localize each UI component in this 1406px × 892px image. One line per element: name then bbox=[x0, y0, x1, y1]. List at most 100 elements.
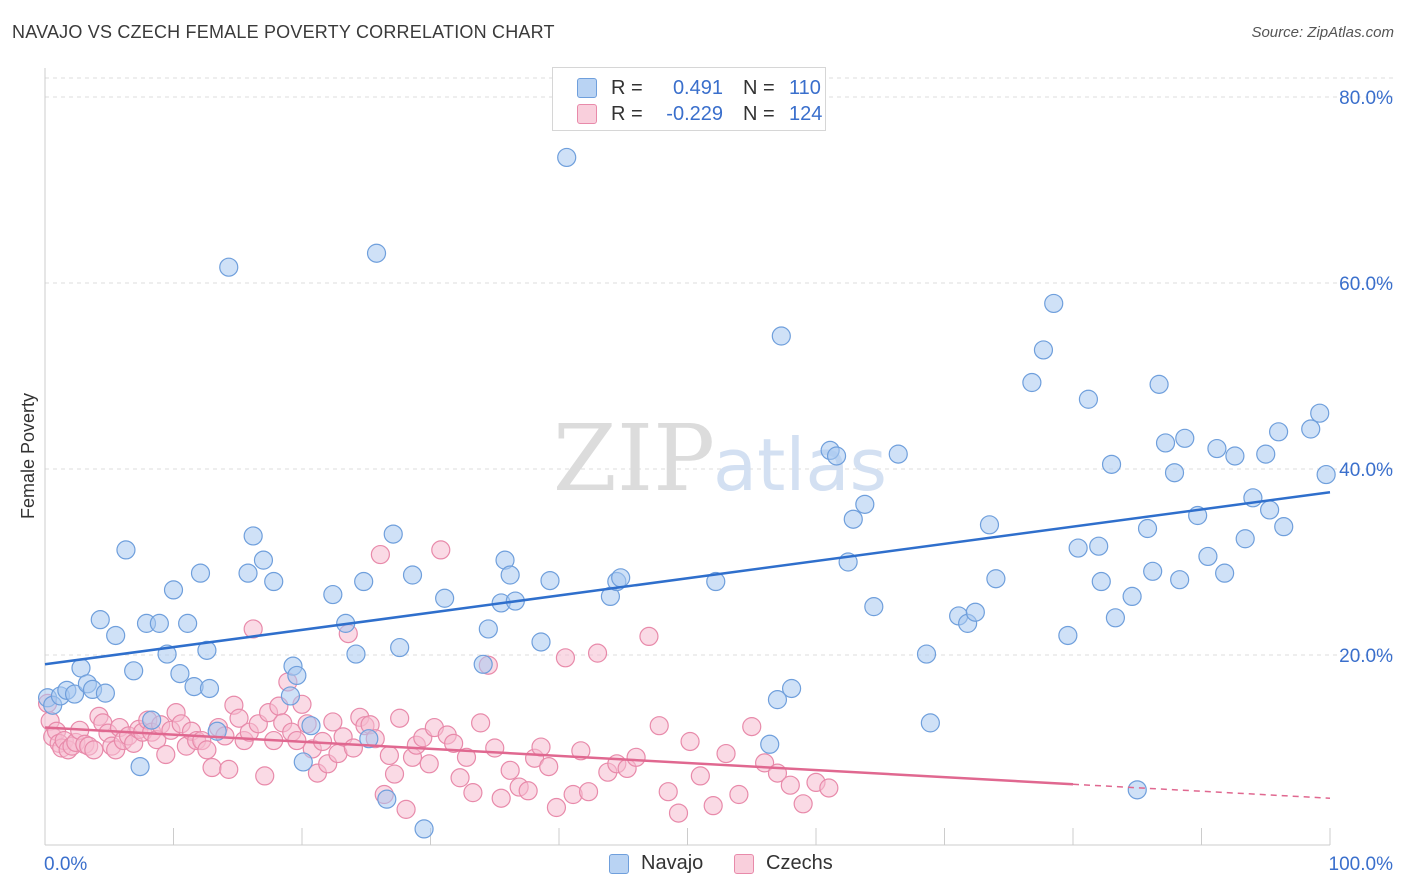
navajo-point bbox=[1207, 438, 1227, 459]
navajo-point bbox=[843, 509, 863, 529]
czech-trend-line-extension bbox=[1072, 783, 1331, 799]
czech-swatch bbox=[734, 853, 754, 874]
legend-row-navajo: R = 0.491 N = 110 bbox=[577, 76, 821, 100]
navajo-point bbox=[95, 683, 115, 703]
czech-point bbox=[819, 778, 839, 798]
navajo-point bbox=[366, 243, 387, 263]
navajo-point bbox=[1078, 389, 1099, 409]
czech-point bbox=[571, 741, 591, 761]
navajo-point bbox=[243, 526, 263, 546]
navajo-point bbox=[1101, 454, 1122, 474]
y-tick-label: 80.0% bbox=[1339, 88, 1393, 109]
navajo-point bbox=[706, 571, 726, 592]
czech-point bbox=[639, 626, 659, 647]
navajo-point bbox=[435, 588, 455, 608]
legend-item-navajo: Navajo bbox=[609, 852, 703, 875]
navajo-point bbox=[199, 678, 220, 699]
navajo-point bbox=[1033, 340, 1054, 360]
navajo-point bbox=[402, 565, 423, 585]
czech-point bbox=[197, 740, 217, 760]
source-label: Source: ZipAtlas.com bbox=[1251, 24, 1394, 41]
r-label: R = bbox=[611, 102, 643, 125]
czech-point bbox=[649, 716, 669, 736]
y-tick-label: 20.0% bbox=[1339, 646, 1393, 667]
navajo-point bbox=[771, 326, 791, 346]
navajo-point bbox=[500, 565, 520, 585]
navajo-point bbox=[390, 637, 410, 658]
navajo-point bbox=[1137, 518, 1158, 539]
navajo-point bbox=[1215, 563, 1235, 583]
navajo-point bbox=[826, 446, 847, 466]
czech-point bbox=[431, 540, 451, 560]
chart-title: NAVAJO VS CZECH FEMALE POVERTY CORRELATI… bbox=[12, 22, 555, 42]
navajo-point bbox=[359, 729, 379, 749]
navajo-point bbox=[888, 444, 908, 464]
navajo-point bbox=[383, 524, 403, 544]
watermark: ZIP atlas bbox=[553, 405, 887, 512]
navajo-point bbox=[1022, 372, 1042, 393]
navajo-point bbox=[986, 569, 1006, 589]
legend-row-czechs: R = -0.229 N = 124 bbox=[577, 102, 822, 126]
navajo-point bbox=[1127, 780, 1147, 800]
watermark-zip: ZIP bbox=[553, 405, 715, 512]
navajo-point bbox=[1149, 374, 1169, 394]
watermark-atlas: atlas bbox=[713, 423, 887, 507]
czech-point bbox=[485, 738, 505, 758]
legend-label-navajo: Navajo bbox=[641, 852, 704, 874]
series-legend: Navajo Czechs bbox=[0, 852, 1406, 878]
navajo-point bbox=[116, 540, 136, 560]
czech-point bbox=[384, 764, 405, 784]
n-value: 110 bbox=[789, 76, 821, 99]
czech-point bbox=[626, 747, 646, 767]
navajo-point bbox=[1301, 419, 1321, 439]
navajo-point bbox=[916, 644, 937, 664]
czech-point bbox=[370, 544, 390, 565]
navajo-point bbox=[1198, 546, 1218, 567]
czech-point bbox=[780, 775, 800, 795]
r-value: 0.491 bbox=[672, 76, 723, 99]
navajo-point bbox=[178, 613, 198, 633]
navajo-point bbox=[1170, 570, 1190, 590]
czech-point bbox=[202, 757, 222, 778]
navajo-point bbox=[130, 756, 150, 777]
navajo-point bbox=[106, 625, 126, 646]
x-tick-label: 0.0% bbox=[44, 854, 87, 875]
navajo-point bbox=[1068, 538, 1088, 558]
czech-point bbox=[500, 760, 520, 780]
czech-trend-line bbox=[44, 726, 1074, 786]
navajo-point bbox=[1058, 625, 1078, 646]
navajo-point bbox=[219, 257, 239, 277]
axes bbox=[44, 68, 1331, 846]
navajo-point bbox=[920, 713, 940, 733]
czech-point bbox=[450, 768, 470, 788]
y-tick-label: 60.0% bbox=[1339, 274, 1393, 295]
navajo-point bbox=[163, 580, 184, 600]
navajo-point bbox=[354, 571, 374, 592]
czech-point bbox=[343, 738, 363, 758]
navajo-points bbox=[37, 147, 1336, 839]
trend-lines bbox=[44, 491, 1331, 799]
czech-point bbox=[229, 708, 249, 728]
correlation-legend: R = 0.491 N = 110 R = -0.229 N = 124 bbox=[552, 67, 826, 131]
czech-point bbox=[742, 717, 762, 737]
czech-point bbox=[255, 766, 275, 786]
czech-point bbox=[546, 797, 567, 818]
y-axis-label: Female Poverty bbox=[18, 393, 38, 519]
navajo-point bbox=[190, 563, 211, 583]
czech-point bbox=[555, 648, 576, 668]
navajo-point bbox=[1155, 433, 1176, 453]
navajo-point bbox=[142, 710, 162, 730]
r-label: R = bbox=[611, 76, 643, 99]
navajo-point bbox=[197, 640, 217, 660]
navajo-point bbox=[1274, 517, 1294, 537]
czech-point bbox=[471, 713, 491, 733]
navajo-point bbox=[473, 654, 493, 674]
navajo-point bbox=[253, 550, 274, 570]
navajo-point bbox=[760, 734, 780, 754]
czech-point bbox=[219, 759, 239, 779]
navajo-point bbox=[1316, 464, 1336, 485]
navajo-point bbox=[280, 686, 301, 706]
navajo-point bbox=[864, 597, 884, 617]
navajo-point bbox=[149, 613, 169, 633]
